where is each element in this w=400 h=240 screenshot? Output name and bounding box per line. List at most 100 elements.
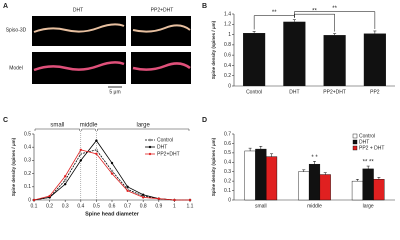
series-line bbox=[33, 149, 190, 201]
point bbox=[32, 198, 36, 202]
panel-a: A DHT PP2+DHT Spiso-3D Model 5 μm bbox=[3, 3, 191, 95]
bar bbox=[243, 33, 266, 86]
region-bracket bbox=[81, 128, 96, 131]
y-axis-label: Spine density (spines / μm) bbox=[211, 20, 216, 79]
y-tick-label: 0.1 bbox=[24, 184, 31, 190]
y-tick-label: 0.8 bbox=[224, 42, 231, 48]
x-tick-label: PP2+DHT bbox=[323, 89, 346, 95]
bar bbox=[298, 171, 310, 201]
y-tick-label: 1.2 bbox=[224, 22, 231, 28]
point bbox=[110, 169, 114, 173]
x-tick-label: 0.7 bbox=[124, 203, 131, 209]
point bbox=[95, 139, 98, 142]
row-label: Model bbox=[9, 65, 23, 71]
legend-swatch bbox=[352, 139, 358, 145]
x-tick-label: 0.6 bbox=[109, 203, 116, 209]
y-tick-label: 0.5 bbox=[24, 131, 31, 137]
panel-label: C bbox=[3, 117, 8, 124]
x-tick-label: DHT bbox=[289, 89, 299, 95]
bar bbox=[362, 168, 374, 201]
x-tick-label: large bbox=[363, 203, 374, 209]
y-tick-label: 0.5 bbox=[224, 150, 231, 156]
region-bracket bbox=[97, 128, 190, 131]
column-label: PP2+DHT bbox=[151, 7, 174, 13]
figure: A DHT PP2+DHT Spiso-3D Model 5 μm B 0 0.2 0… bbox=[3, 3, 395, 217]
point bbox=[173, 198, 176, 202]
legend-label: Control bbox=[157, 137, 173, 143]
x-tick-label: 1 bbox=[173, 203, 176, 209]
bar bbox=[351, 180, 364, 201]
panel-label: B bbox=[202, 3, 207, 10]
legend-swatch bbox=[352, 145, 358, 151]
dendrite bbox=[132, 24, 191, 33]
region-label: large bbox=[137, 123, 151, 129]
bar bbox=[266, 156, 278, 201]
significance-bracket bbox=[294, 11, 376, 29]
x-tick-label: Control bbox=[246, 89, 262, 95]
y-tick-label: 0.2 bbox=[224, 73, 231, 79]
x-tick-label: middle bbox=[307, 203, 322, 209]
point bbox=[141, 193, 145, 196]
bar bbox=[373, 179, 385, 201]
point bbox=[188, 198, 192, 202]
y-tick-label: 0.1 bbox=[224, 188, 231, 194]
point bbox=[63, 178, 67, 182]
x-tick-label: PP2 bbox=[370, 89, 380, 95]
y-tick-label: 0.3 bbox=[224, 169, 231, 175]
legend-label: DHT bbox=[157, 144, 167, 150]
legend-marker bbox=[148, 145, 152, 149]
legend-swatch bbox=[352, 133, 358, 139]
point bbox=[141, 196, 145, 199]
significance: ** bbox=[272, 10, 277, 16]
x-tick-label: 0.3 bbox=[62, 203, 69, 209]
significance: ** bbox=[332, 6, 337, 12]
significance: * * bbox=[311, 155, 318, 161]
y-axis-label: Spine density (spines / μm) bbox=[11, 137, 16, 196]
dendrite-model bbox=[132, 62, 191, 71]
point bbox=[79, 148, 83, 152]
region-bracket bbox=[34, 128, 80, 131]
point bbox=[110, 161, 114, 165]
panel-label: D bbox=[202, 117, 207, 124]
x-tick-label: 0.8 bbox=[140, 203, 147, 209]
x-tick-label: 0.2 bbox=[46, 203, 53, 209]
point bbox=[79, 152, 83, 156]
y-tick-label: 0 bbox=[228, 83, 231, 89]
region-label: middle bbox=[80, 123, 98, 129]
point bbox=[63, 175, 67, 178]
x-tick-label: 0.1 bbox=[31, 203, 38, 209]
y-tick-label: 0.6 bbox=[224, 52, 231, 58]
y-tick-label: 0.4 bbox=[224, 63, 231, 69]
bar bbox=[283, 21, 306, 86]
y-tick-label: 0.3 bbox=[24, 158, 31, 164]
dendrite bbox=[33, 23, 125, 33]
y-tick-label: 0.4 bbox=[24, 145, 31, 151]
point bbox=[95, 152, 98, 156]
y-tick-label: 0 bbox=[28, 197, 31, 203]
x-tick-label: 1.1 bbox=[187, 203, 194, 209]
y-axis-label: Spine density (spines / μm) bbox=[211, 137, 216, 196]
y-tick-label: 0.2 bbox=[24, 171, 31, 177]
legend-marker bbox=[148, 138, 152, 142]
x-tick-label: 0.5 bbox=[93, 203, 100, 209]
panel-label: A bbox=[3, 3, 8, 10]
x-axis-label: Spine head diameter bbox=[85, 211, 140, 217]
y-tick-label: 0.7 bbox=[224, 131, 231, 137]
scale-label: 5 μm bbox=[109, 89, 120, 95]
bar bbox=[363, 33, 386, 86]
column-label: DHT bbox=[73, 7, 83, 13]
legend-label: PP2 + DHT bbox=[359, 145, 384, 151]
row-label: Spiso-3D bbox=[6, 27, 27, 33]
y-tick-label: 0 bbox=[228, 197, 231, 203]
y-tick-label: 0.2 bbox=[224, 178, 231, 184]
significance: ** ** bbox=[363, 160, 375, 166]
point bbox=[110, 172, 114, 175]
y-tick-label: 0.6 bbox=[224, 141, 231, 147]
point bbox=[157, 197, 161, 200]
point bbox=[63, 182, 67, 186]
bar bbox=[244, 150, 256, 201]
point bbox=[126, 185, 129, 189]
region-label: small bbox=[50, 123, 64, 129]
x-tick-label: 0.9 bbox=[155, 203, 162, 209]
point bbox=[48, 194, 51, 198]
